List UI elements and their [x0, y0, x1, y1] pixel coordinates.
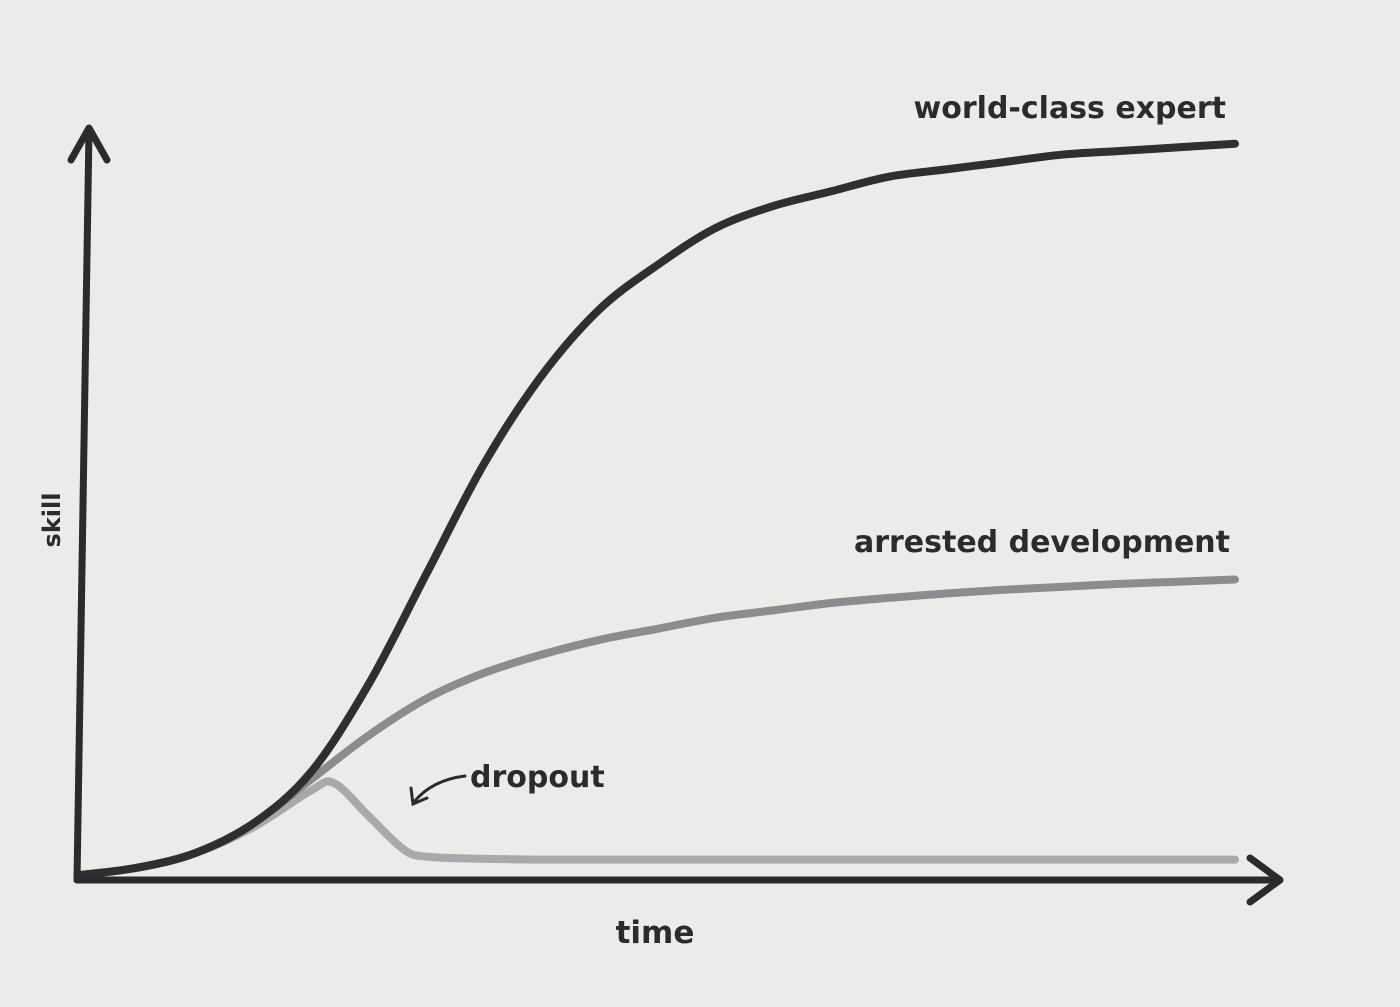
plot-lines: [76, 139, 1239, 879]
label-world-class-expert: world-class expert: [914, 91, 1226, 126]
y-axis-line: [73, 126, 93, 884]
x-axis-arrowhead: [1246, 854, 1284, 906]
label-arrested-development: arrested development: [854, 525, 1230, 560]
x-axis-label: time: [616, 915, 695, 951]
axes: [67, 124, 1284, 906]
y-axis-label: skill: [38, 493, 66, 548]
label-dropout: dropout: [470, 760, 605, 795]
dropout-pointer-arrow: [409, 774, 467, 807]
series-line-world-class-expert: [76, 139, 1239, 879]
y-axis-arrowhead: [67, 124, 111, 164]
